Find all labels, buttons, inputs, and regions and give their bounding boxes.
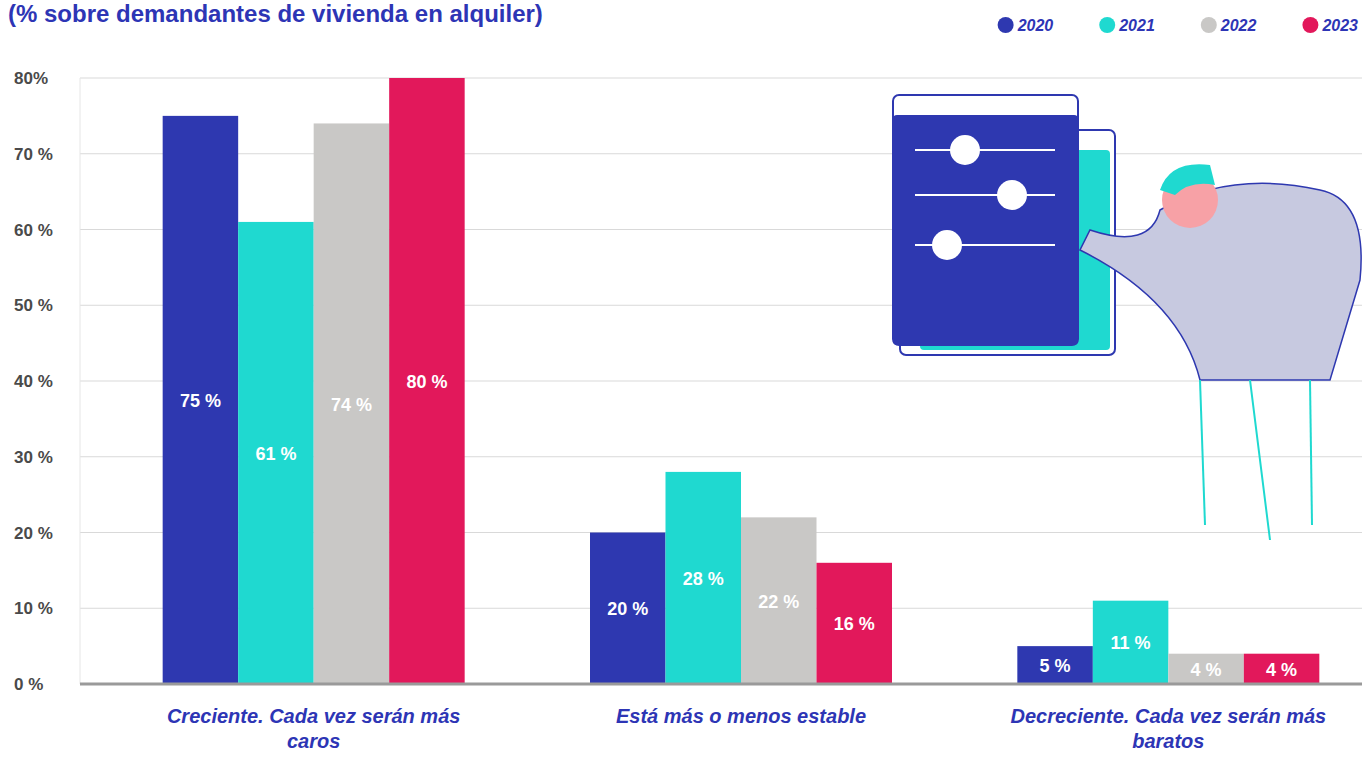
tick-label: 30 %: [14, 448, 53, 467]
data-label: 5 %: [1040, 656, 1071, 676]
grid-line: [80, 153, 1362, 154]
data-label: 61 %: [255, 444, 296, 464]
grid: 0 % 10 % 20 % 30 % 40 % 50 % 60 % 70 % 80%: [14, 69, 1362, 694]
illustration-knob: [932, 230, 962, 260]
bar: [666, 472, 742, 684]
bar: [163, 116, 239, 684]
illustration-person: [1080, 183, 1361, 380]
category-label: Creciente. Cada vez serán máscaros: [167, 705, 461, 752]
tick-label: 40 %: [14, 372, 53, 391]
category-label: Está más o menos estable: [616, 705, 866, 727]
illustration-hair: [1160, 164, 1215, 195]
legend-label: 2021: [1118, 17, 1155, 34]
tick-label: 70 %: [14, 145, 53, 164]
illustration-leg: [1250, 380, 1270, 540]
axis-line: [80, 78, 81, 684]
data-label: 4 %: [1266, 660, 1297, 680]
data-label: 75 %: [180, 391, 221, 411]
bar: [741, 517, 817, 684]
illustration-slider: [915, 149, 1055, 151]
illustration-screen: [893, 115, 1078, 345]
tick-label: 50 %: [14, 296, 53, 315]
tick-label: 0 %: [14, 675, 43, 694]
illustration: [893, 95, 1361, 540]
bar: [590, 533, 666, 685]
legend: 2023 2022 2021 2020: [998, 17, 1358, 34]
chart: (% sobre demandantes de vivienda en alqu…: [0, 0, 1368, 760]
bar: [1017, 646, 1092, 684]
data-label: 16 %: [834, 614, 875, 634]
legend-swatch: [998, 17, 1014, 33]
data-label: 20 %: [607, 599, 648, 619]
tick-label: 80%: [14, 69, 48, 88]
illustration-slider: [915, 194, 1055, 196]
legend-label: 2022: [1220, 17, 1257, 34]
title: (% sobre demandantes de vivienda en alqu…: [8, 0, 543, 27]
data-label: 74 %: [331, 395, 372, 415]
legend-swatch: [1099, 17, 1115, 33]
data-labels: 75 % 20 % 5 % 61 % 28 % 11 % 74 % 22 % 4 % 80 % 16…: [180, 372, 1297, 680]
legend-swatch: [1201, 17, 1217, 33]
illustration-leg: [1200, 380, 1205, 525]
grid-line: [80, 78, 1362, 79]
legend-label: 2020: [1017, 17, 1054, 34]
bar: [1093, 601, 1169, 684]
illustration-knob: [997, 180, 1027, 210]
bar: [1168, 654, 1244, 684]
illustration-window: [893, 95, 1078, 345]
tick-label: 60 %: [14, 221, 53, 240]
tick-label: 10 %: [14, 599, 53, 618]
bar: [314, 123, 390, 684]
data-label: 11 %: [1111, 633, 1151, 653]
illustration-leg: [1310, 380, 1312, 525]
category-label: Decreciente. Cada vez serán másbaratos: [1010, 705, 1326, 752]
baseline: [80, 683, 1362, 686]
data-label: 4 %: [1191, 660, 1222, 680]
legend-label: 2023: [1321, 17, 1358, 34]
illustration-knob: [950, 135, 980, 165]
legend-swatch: [1302, 17, 1318, 33]
bar: [1244, 654, 1320, 684]
tick-label: 20 %: [14, 524, 53, 543]
bars: [163, 78, 1320, 684]
bar: [238, 222, 314, 684]
bar: [817, 563, 893, 684]
data-label: 80 %: [406, 372, 447, 392]
data-label: 22 %: [758, 592, 799, 612]
data-label: 28 %: [683, 569, 724, 589]
bar: [389, 78, 465, 684]
